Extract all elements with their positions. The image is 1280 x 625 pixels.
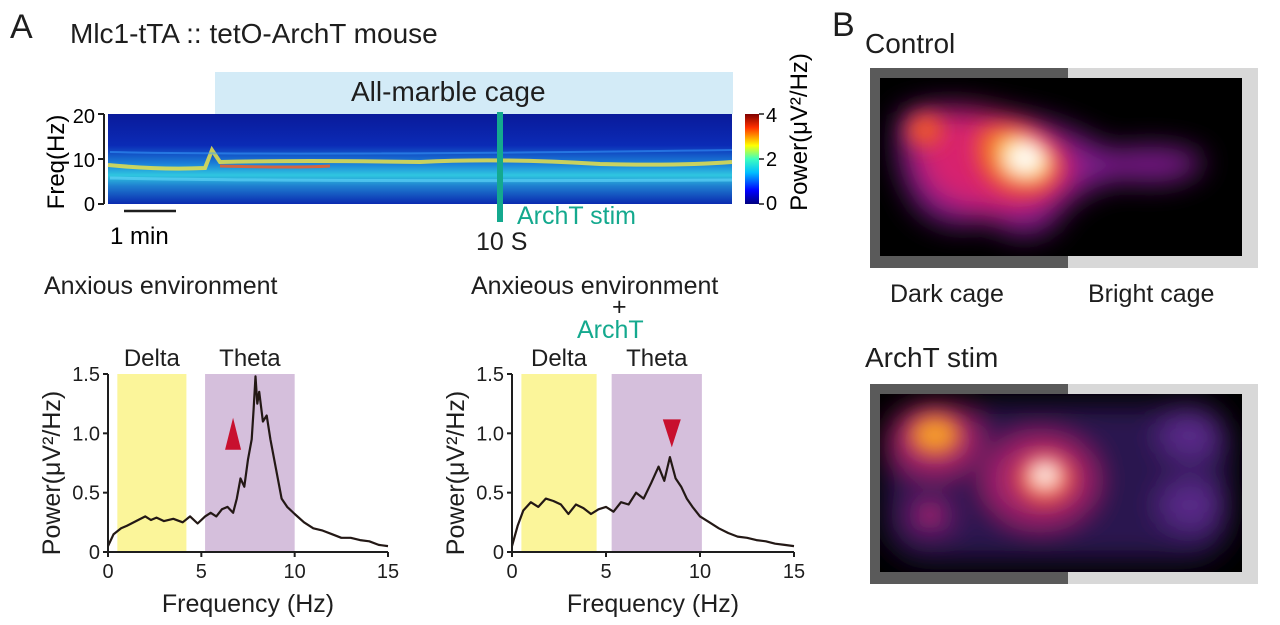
colorbar-label: Power(μV²/Hz) bbox=[786, 53, 813, 211]
archt-heatmap bbox=[870, 384, 1258, 584]
left-ytick-label: 1.0 bbox=[72, 423, 100, 445]
dark-cage-label: Dark cage bbox=[890, 280, 1004, 308]
left-ytick-label: 1.5 bbox=[72, 364, 100, 386]
right-band-theta bbox=[611, 374, 702, 552]
left-xtick-label: 5 bbox=[196, 561, 207, 583]
right-band-label-delta: Delta bbox=[531, 345, 588, 372]
right-ytick-label: 0.5 bbox=[476, 483, 504, 505]
colorbar-tick-0: 0 bbox=[766, 193, 777, 215]
right-xtick-label: 10 bbox=[689, 561, 711, 583]
left-condition-label: Anxious environment bbox=[44, 272, 278, 300]
control-title: Control bbox=[865, 28, 956, 59]
left-ylabel: Power(μV²/Hz) bbox=[38, 391, 66, 555]
right-spectrum-line bbox=[510, 456, 795, 548]
left-xlabel: Frequency (Hz) bbox=[162, 590, 334, 618]
right-xlabel: Frequency (Hz) bbox=[567, 590, 739, 618]
left-band-delta bbox=[117, 374, 187, 552]
right-ylabel: Power(μV²/Hz) bbox=[442, 391, 470, 555]
all-marble-cage-label: All-marble cage bbox=[351, 76, 546, 107]
left-spectrum-line bbox=[107, 375, 389, 548]
left-ytick-label: 0.5 bbox=[72, 483, 100, 505]
right-condition-line1: Anxieous environment bbox=[471, 272, 719, 300]
archt-stim-label: ArchT stim bbox=[517, 202, 636, 230]
right-condition-line2: ArchT bbox=[577, 316, 644, 344]
left-ytick-label: 0 bbox=[89, 542, 100, 564]
panel-b-letter: B bbox=[832, 6, 855, 44]
left-arrow bbox=[225, 417, 242, 450]
right-condition-plus: + bbox=[612, 293, 627, 321]
left-xtick-label: 15 bbox=[377, 561, 399, 583]
occupancy-heatmaps bbox=[870, 68, 1258, 584]
panel-a-letter: A bbox=[10, 8, 33, 46]
right-band-label-theta: Theta bbox=[626, 345, 688, 372]
right-arrow bbox=[662, 419, 681, 448]
left-band-label-delta: Delta bbox=[124, 345, 181, 372]
heatmap-ytick-0: 0 bbox=[84, 194, 95, 216]
left-xtick-label: 0 bbox=[102, 561, 113, 583]
right-ytick-label: 1.0 bbox=[476, 423, 504, 445]
right-ytick-label: 0 bbox=[493, 542, 504, 564]
left-xtick-label: 10 bbox=[284, 561, 306, 583]
bright-cage-label: Bright cage bbox=[1088, 280, 1215, 308]
heatmap-ytick-20: 20 bbox=[73, 106, 95, 128]
right-ytick-label: 1.5 bbox=[476, 364, 504, 386]
all-marble-cage-band bbox=[215, 72, 733, 114]
control-heatmap bbox=[870, 68, 1258, 268]
spectrogram-theta-band bbox=[107, 145, 733, 171]
right-xtick-label: 0 bbox=[506, 561, 517, 583]
right-xtick-label: 5 bbox=[600, 561, 611, 583]
spectrogram bbox=[107, 114, 733, 204]
colorbar-tick-2: 2 bbox=[766, 149, 777, 171]
archt-stim-line bbox=[497, 112, 503, 222]
scale-bar-label: 1 min bbox=[110, 223, 169, 250]
time-label-10s: 10 S bbox=[476, 228, 528, 256]
heatmap-ytick-10: 10 bbox=[73, 150, 95, 172]
archt-stim-title: ArchT stim bbox=[865, 342, 999, 373]
colorbar-tick-4: 4 bbox=[766, 105, 777, 127]
heatmap-ylabel: Freq(Hz) bbox=[43, 115, 70, 210]
right-xtick-label: 15 bbox=[783, 561, 805, 583]
left-band-label-theta: Theta bbox=[219, 345, 281, 372]
right-band-delta bbox=[521, 374, 597, 552]
panel-a-title: Mlc1-tTA :: tetO-ArchT mouse bbox=[70, 18, 438, 49]
left-band-theta bbox=[205, 374, 295, 552]
colorbar bbox=[745, 114, 759, 204]
